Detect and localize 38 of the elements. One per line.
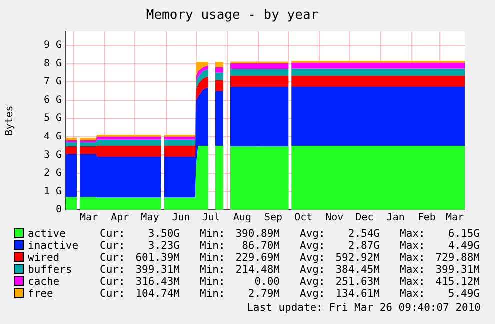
legend-label: wired [27,252,60,264]
text: Cur: 601.39M Min: 229.69M Avg: 592.92M Max: 729.88M [100,252,480,264]
text: Cur: 399.31M Min: 214.48M Avg: 384.45M Max: 399.31M [100,264,480,276]
text: Cur: 3.23G Min: 86.70M Avg: 2.87G Max: 4.49G [100,240,480,252]
legend-label: cache [27,276,60,288]
x-tick-label: Jul [202,212,220,224]
x-tick-label: Feb [418,212,436,224]
text: Cur: 316.43M Min: 0.00 Avg: 251.63M Max: 415.12M [100,276,480,288]
y-tick-label: 5 G [44,113,62,124]
legend-label: inactive [27,240,79,252]
x-tick-label: Aug [233,212,252,224]
legend-label: free [27,288,54,300]
chart-title: Memory usage - by year [146,8,319,24]
text: Cur: 3.50G Min: 390.89M Avg: 2.54G Max: 6.15G [100,228,480,240]
x-tick-label: Mar [80,212,98,224]
legend-label: active [27,228,66,240]
x-tick-label: Jan [386,212,405,224]
x-tick-label: Dec [356,212,374,224]
y-tick-label: 7 G [44,76,62,88]
y-tick-label: 6 G [44,94,62,106]
y-tick-label: 0 [56,204,62,216]
x-tick-label: May [141,212,160,224]
y-axis-title: Bytes [4,106,16,136]
y-tick-label: 2 G [44,168,62,180]
x-tick-label: Nov [326,212,344,224]
y-tick-label: 9 G [44,40,62,52]
y-tick-label: 4 G [44,131,62,142]
text: Cur: 104.74M Min: 2.79M Avg: 134.61M Max: 5.49G [100,288,480,300]
legend-label: buffers [27,264,72,276]
x-tick-label: Mar [446,212,464,224]
x-tick-label: Oct [294,212,313,224]
y-tick-label: 1 G [44,186,62,198]
y-tick-label: 8 G [44,58,62,70]
x-tick-label: Sep [264,212,283,224]
x-tick-label: Apr [111,212,130,224]
text: Last update: Fri Mar 26 09:40:07 2010 [247,302,481,314]
x-tick-label: Jun [172,212,190,224]
y-tick-label: 3 G [44,150,62,161]
